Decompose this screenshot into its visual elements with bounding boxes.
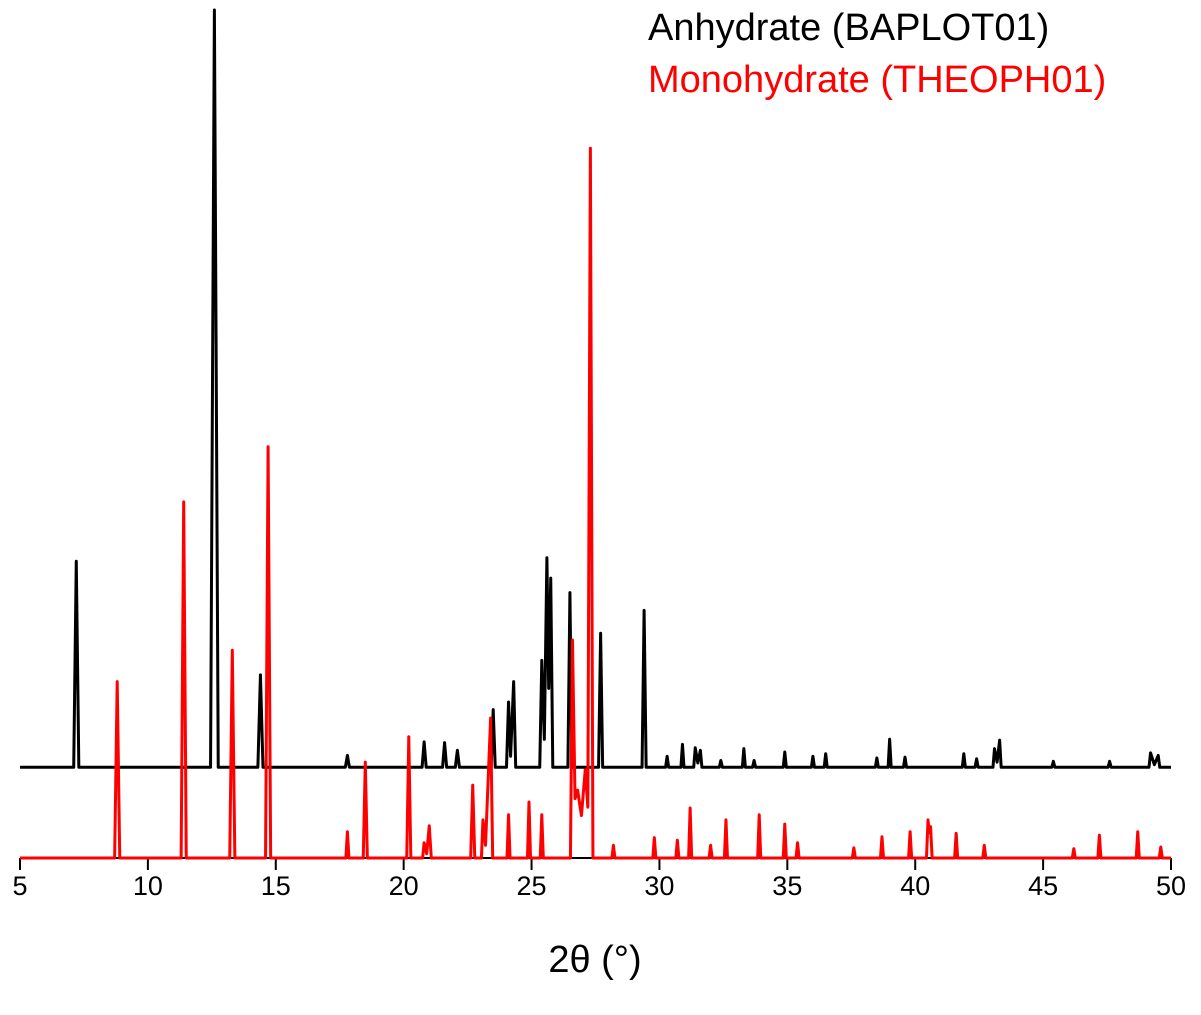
legend-label: Anhydrate (BAPLOT01) bbox=[648, 7, 1049, 49]
x-tick-label: 25 bbox=[517, 871, 547, 901]
x-tick-label: 35 bbox=[772, 871, 802, 901]
x-tick-label: 15 bbox=[261, 871, 291, 901]
legend-label: Monohydrate (THEOPH01) bbox=[648, 59, 1106, 101]
x-tick-label: 20 bbox=[389, 871, 419, 901]
x-tick-label: 40 bbox=[900, 871, 930, 901]
data-line bbox=[20, 146, 1171, 860]
x-tick-label: 45 bbox=[1028, 871, 1058, 901]
x-tick-label: 50 bbox=[1156, 871, 1186, 901]
x-tick-label: 30 bbox=[644, 871, 674, 901]
x-axis-label: 2θ (°) bbox=[548, 939, 641, 981]
x-tick-label: 10 bbox=[133, 871, 163, 901]
x-tick-label: 5 bbox=[12, 871, 27, 901]
data-line bbox=[20, 8, 1171, 769]
